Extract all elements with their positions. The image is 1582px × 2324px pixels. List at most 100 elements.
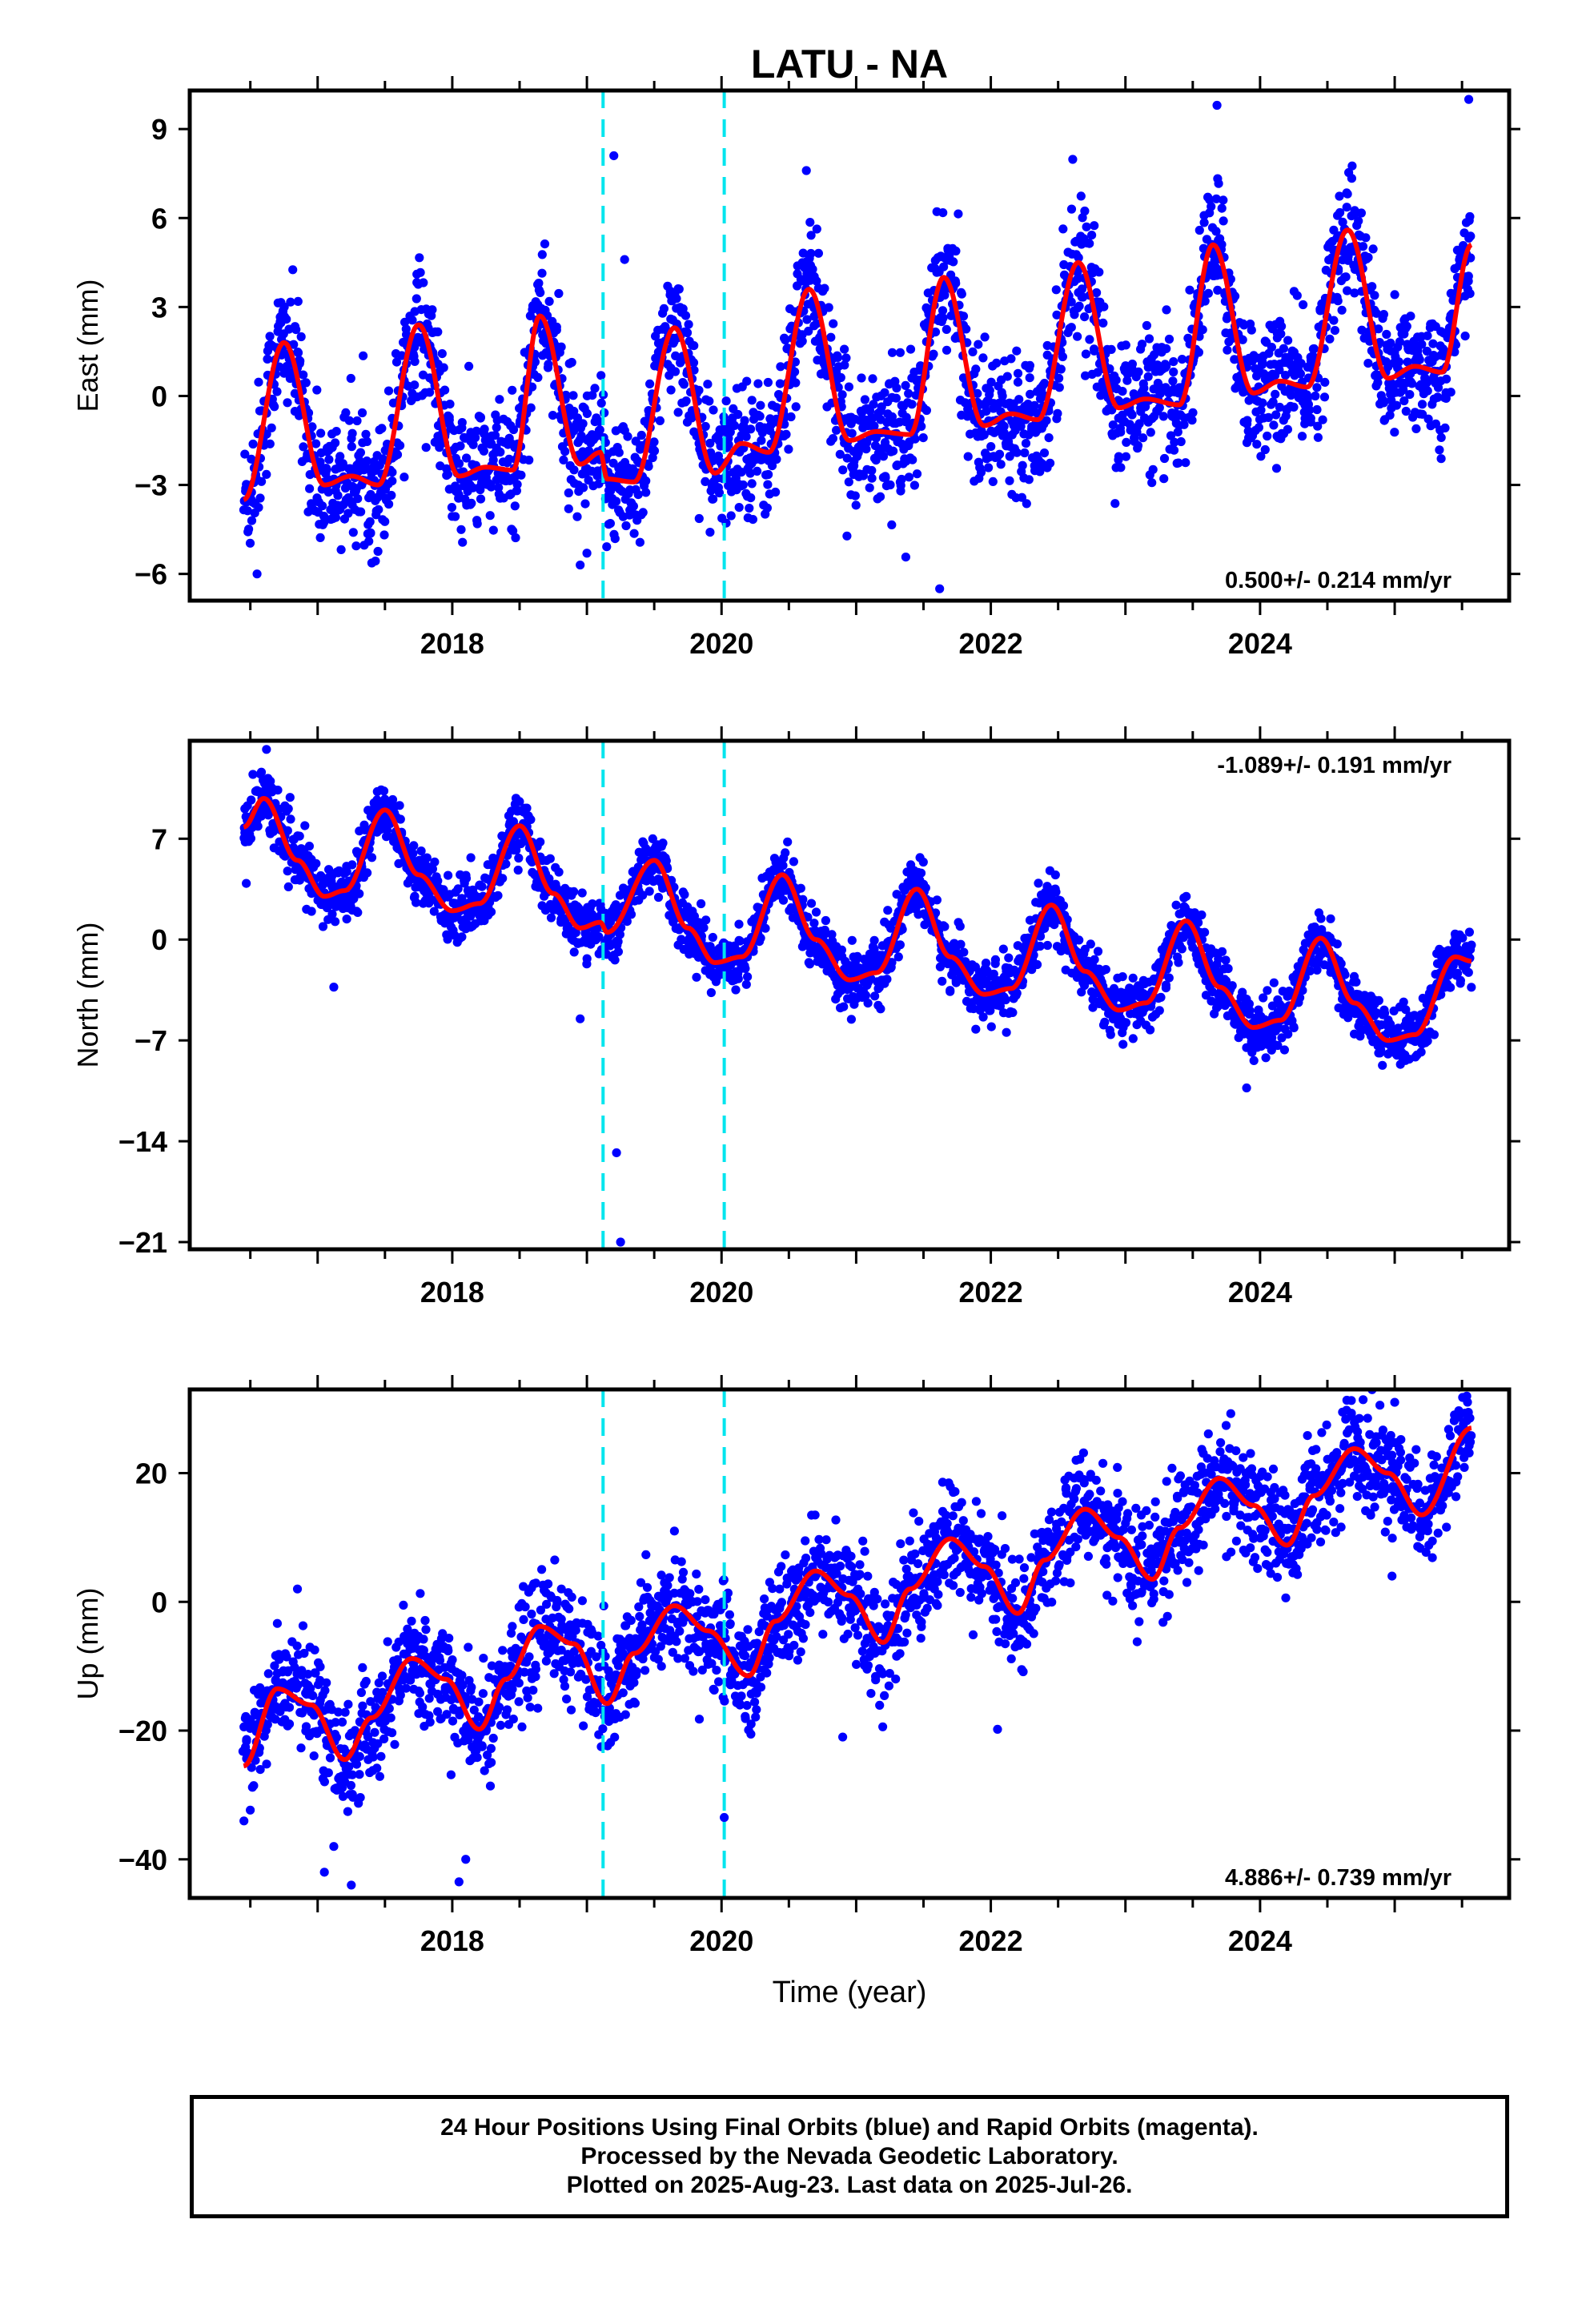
east-data-point <box>1106 344 1116 354</box>
east-data-point <box>1313 432 1323 442</box>
east-data-point <box>757 436 766 445</box>
east-data-point <box>1166 431 1176 440</box>
east-data-point <box>293 296 303 306</box>
east-data-point <box>946 270 956 279</box>
east-data-point <box>895 348 905 357</box>
east-data-point <box>1231 292 1240 301</box>
east-data-point <box>1299 300 1308 310</box>
east-data-point <box>939 262 949 271</box>
north-data-point <box>396 814 405 824</box>
east-data-point <box>1090 221 1099 231</box>
east-data-point <box>763 480 773 489</box>
east-data-point <box>904 472 913 482</box>
east-data-point <box>1080 206 1090 216</box>
east-data-point <box>569 465 579 475</box>
east-data-point <box>255 493 265 503</box>
east-data-point <box>1405 390 1415 400</box>
north-data-point <box>644 887 654 896</box>
north-data-point <box>1261 1053 1271 1063</box>
east-data-point <box>1440 423 1450 433</box>
east-data-point <box>1361 233 1371 243</box>
east-data-point <box>554 288 564 299</box>
east-data-point <box>1423 386 1432 396</box>
north-data-point <box>387 794 398 805</box>
east-data-point <box>746 424 756 434</box>
north-data-point <box>355 889 364 899</box>
east-data-point <box>419 278 428 287</box>
east-data-point <box>1181 458 1191 468</box>
north-data-point <box>918 857 928 867</box>
east-data-point <box>508 424 519 435</box>
north-data-point <box>1182 891 1191 901</box>
north-data-point <box>1174 958 1183 967</box>
east-data-point <box>476 412 486 422</box>
east-data-point <box>756 400 765 410</box>
north-data-point <box>809 919 819 928</box>
east-data-point <box>1199 243 1208 253</box>
east-data-point <box>1024 475 1034 485</box>
east-data-point <box>1333 296 1343 306</box>
east-data-point <box>612 497 621 506</box>
east-data-point <box>1390 290 1399 300</box>
east-data-point <box>980 332 990 342</box>
east-data-point <box>1268 397 1278 407</box>
north-data-point <box>286 814 295 824</box>
north-data-point <box>789 857 799 866</box>
north-data-point <box>526 814 536 824</box>
north-data-point <box>283 826 292 835</box>
east-data-point <box>1329 225 1339 235</box>
east-data-point <box>1005 476 1014 485</box>
east-data-point <box>1159 453 1170 464</box>
east-data-point <box>408 316 417 325</box>
north-data-point <box>821 915 830 926</box>
east-data-point <box>1417 340 1427 349</box>
east-data-point <box>992 358 1002 368</box>
east-data-point <box>1370 291 1379 300</box>
east-data-point <box>392 450 403 460</box>
east-data-point <box>530 357 540 367</box>
east-xtick-label: 2024 <box>1228 627 1292 660</box>
east-data-point <box>1200 296 1210 306</box>
east-data-point <box>244 525 254 534</box>
east-data-point <box>296 332 306 342</box>
east-data-point <box>911 390 921 400</box>
north-data-point <box>705 942 715 951</box>
north-data-point <box>1001 995 1010 1005</box>
east-data-point <box>666 385 676 395</box>
east-data-point <box>1347 174 1356 183</box>
north-data-point <box>515 797 524 806</box>
north-data-point <box>379 786 389 796</box>
east-data-point <box>1002 372 1012 381</box>
east-data-point <box>572 512 582 521</box>
east-data-point <box>738 480 748 490</box>
north-data-point <box>295 831 304 841</box>
north-data-point <box>837 945 846 955</box>
east-data-point <box>511 533 520 543</box>
east-data-point <box>288 265 298 275</box>
east-data-point <box>510 501 520 511</box>
east-model-curve <box>242 227 1473 502</box>
east-data-point <box>1176 436 1186 447</box>
east-data-point <box>1325 334 1335 344</box>
east-data-point <box>767 461 777 471</box>
east-data-point <box>629 529 639 538</box>
east-data-point <box>1195 225 1204 235</box>
east-data-point <box>942 324 951 334</box>
east-ytick-label: 9 <box>151 113 167 146</box>
north-data-point <box>778 861 788 870</box>
north-data-point <box>1118 972 1127 982</box>
east-data-point <box>1143 372 1153 381</box>
north-data-point <box>743 972 753 982</box>
east-data-point <box>494 483 504 493</box>
east-data-point <box>1319 392 1330 402</box>
east-data-point <box>433 327 443 336</box>
east-data-point <box>988 476 998 487</box>
east-data-point <box>986 442 996 452</box>
north-data-point <box>706 987 717 998</box>
east-data-point <box>307 422 317 432</box>
east-data-point <box>1074 301 1084 311</box>
east-data-point <box>605 519 616 529</box>
east-data-point <box>479 446 489 456</box>
east-data-point <box>524 455 534 465</box>
east-data-point <box>1374 324 1383 334</box>
